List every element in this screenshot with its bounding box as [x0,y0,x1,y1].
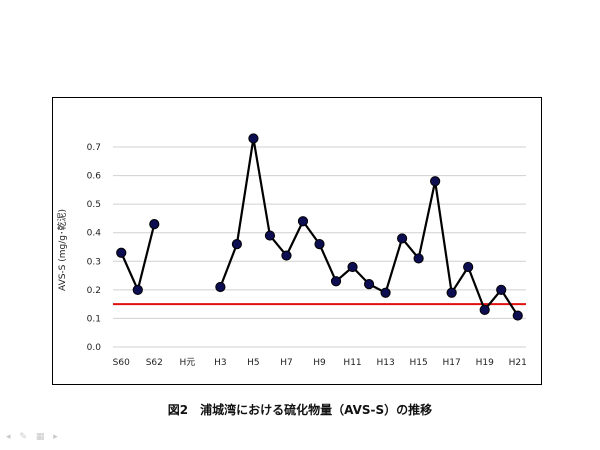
data-point [413,253,424,264]
data-point [430,176,441,187]
x-tick-labels: S60 S62 H元 H3 H5 H7 H9 H11 H13 H15 H17 H19 H21 [113,358,527,368]
y-tick-label: 0.3 [87,257,101,267]
data-point [132,284,143,295]
line-chart: 0.0 0.1 0.2 0.3 0.4 0.5 0.6 0.7 S60 S62 H元 H3 H5 H7 H… [56,133,527,368]
y-tick-labels: 0.0 0.1 0.2 0.3 0.4 0.5 0.6 0.7 [87,143,102,353]
slide-controls: ◂ ✎ ▦ ▸ [6,432,61,442]
x-tick-label: H15 [410,358,428,368]
data-point [264,230,276,241]
data-point [512,310,523,321]
y-tick-label: 0.2 [87,286,101,296]
x-tick-label: H21 [509,358,527,368]
data-point [231,239,242,250]
data-point [116,247,127,258]
x-tick-label: H17 [443,358,461,368]
x-tick-label: H11 [343,358,361,368]
data-point [215,281,226,293]
slides-menu-icon[interactable]: ▦ [35,432,48,442]
x-tick-label: H5 [247,358,259,368]
data-point [380,287,391,298]
grid-lines [113,146,526,348]
x-tick-label: H元 [179,358,195,368]
y-tick-label: 0.0 [87,343,102,353]
data-point [363,279,375,290]
y-tick-label: 0.7 [87,143,101,153]
x-tick-label: H9 [313,358,326,368]
data-point [397,233,408,244]
y-tick-label: 0.4 [87,229,102,239]
data-point [297,216,309,227]
data-point [479,304,490,315]
series-line-layer [120,137,519,317]
y-tick-label: 0.5 [87,200,101,210]
data-point [446,287,457,298]
chart-frame: 0.0 0.1 0.2 0.3 0.4 0.5 0.6 0.7 S60 S62 H元 H3 H5 H7 H… [52,97,542,385]
data-point [463,261,474,273]
y-axis-label: AVS-S (mg/g･乾泥) [56,209,68,291]
figure-caption: 図2 浦城湾における硫化物量（AVS-S）の推移 [167,403,433,417]
x-tick-label: H3 [214,358,227,368]
x-tick-label: S62 [146,358,163,368]
x-tick-label: H19 [476,358,494,368]
y-tick-label: 0.1 [87,314,101,324]
pen-icon[interactable]: ✎ [19,432,30,442]
data-point [330,276,342,287]
previous-slide-icon[interactable]: ◂ [6,432,14,442]
data-point [496,284,507,295]
x-tick-label: S60 [113,358,130,368]
x-tick-label: H7 [280,358,293,368]
x-tick-label: H13 [376,358,394,368]
next-slide-icon[interactable]: ▸ [53,432,61,442]
data-point [281,250,292,261]
y-tick-label: 0.6 [87,172,102,182]
data-point [149,219,160,230]
series-line [120,223,156,291]
data-point [347,261,358,273]
data-point [248,133,259,144]
data-point [314,239,325,250]
data-points [116,133,523,321]
